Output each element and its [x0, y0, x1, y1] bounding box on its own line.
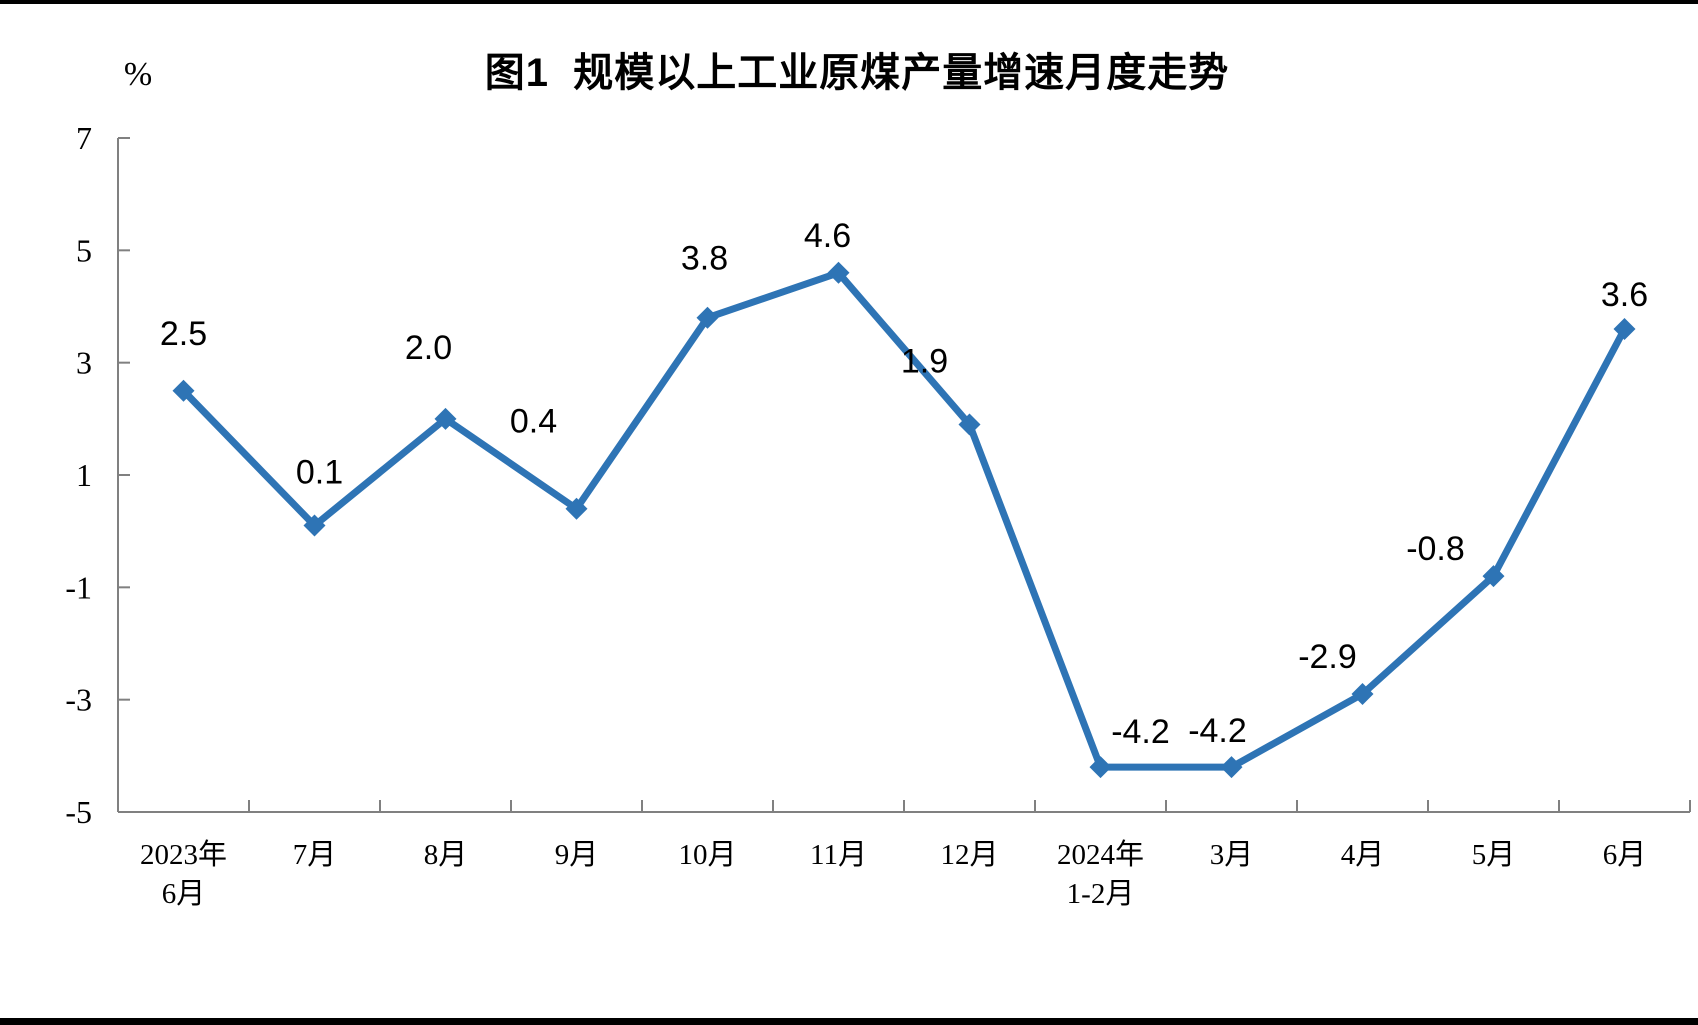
data-label: 4.6	[804, 217, 851, 255]
data-point-marker	[1351, 683, 1374, 706]
x-axis-tick-label: 2023年	[140, 838, 227, 871]
bottom-border-bar	[0, 1018, 1698, 1025]
data-point-marker	[827, 261, 850, 284]
data-point-marker	[958, 413, 981, 436]
series-line	[180, 268, 1628, 771]
y-axis-tick-label: -1	[65, 569, 92, 605]
data-label: 2.5	[160, 315, 207, 353]
data-label: 3.8	[681, 240, 728, 278]
data-point-marker	[1482, 565, 1505, 588]
data-point-marker	[696, 306, 719, 329]
x-axis-tick-label: 3月	[1210, 839, 1254, 871]
x-axis-tick-label: 6月	[1603, 839, 1647, 871]
x-axis-tick-label: 6月	[162, 878, 206, 910]
top-border-bar	[0, 0, 1698, 4]
x-axis-tick-label: 4月	[1341, 839, 1385, 871]
data-label: -2.9	[1298, 638, 1357, 676]
y-axis-tick-label: 1	[76, 457, 92, 493]
y-axis-tick-label: 7	[76, 120, 92, 156]
data-label: 2.0	[405, 329, 452, 367]
x-axis-tick-label: 9月	[555, 839, 599, 871]
data-label: -4.2	[1188, 712, 1247, 750]
x-axis-tick-label: 12月	[940, 839, 998, 871]
x-axis-tick-label: 1-2月	[1067, 878, 1135, 910]
data-point-marker	[1220, 756, 1243, 779]
data-point-marker	[303, 514, 326, 537]
data-label: -0.8	[1406, 530, 1465, 568]
data-label: 0.1	[296, 454, 343, 492]
y-axis-tick-label: 3	[76, 345, 92, 381]
data-point-marker	[565, 497, 588, 520]
x-axis-tick-label: 2024年	[1057, 838, 1144, 871]
data-point-marker	[434, 407, 457, 430]
x-axis-tick-label: 7月	[293, 839, 337, 871]
chart-title: 图1 规模以上工业原煤产量增速月度走势	[484, 51, 1230, 95]
x-axis-tick-label: 8月	[424, 839, 468, 871]
y-axis-tick-label: -5	[65, 794, 92, 830]
x-axis-tick-label: 11月	[810, 839, 867, 871]
data-label: -4.2	[1111, 713, 1170, 751]
x-axis-tick-label: 5月	[1472, 839, 1516, 871]
data-point-marker	[172, 379, 195, 402]
data-point-marker	[1613, 317, 1636, 340]
y-axis-tick-label: 5	[76, 232, 92, 268]
data-label: 1.9	[901, 342, 948, 380]
data-label: 0.4	[510, 403, 557, 441]
y-axis-tick-label: -3	[65, 682, 92, 718]
data-label: 3.6	[1601, 276, 1648, 314]
y-axis-unit-label: %	[123, 56, 153, 93]
data-point-marker	[1089, 756, 1112, 779]
x-axis-tick-label: 10月	[678, 839, 736, 871]
